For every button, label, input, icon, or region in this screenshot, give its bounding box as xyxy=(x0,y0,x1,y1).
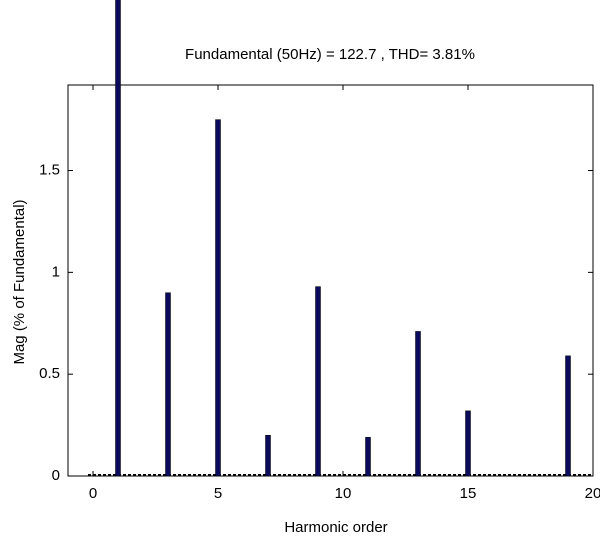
y-tick-label: 1.5 xyxy=(39,162,60,179)
bar xyxy=(365,437,371,477)
bar xyxy=(415,331,421,477)
bar xyxy=(315,286,321,477)
bar xyxy=(215,119,221,477)
chart-title: Fundamental (50Hz) = 122.7 , THD= 3.81% xyxy=(185,46,475,63)
bar xyxy=(565,355,571,477)
y-axis-label: Mag (% of Fundamental) xyxy=(11,199,28,364)
bar xyxy=(265,435,271,477)
y-tick-label: 0 xyxy=(52,467,60,484)
x-tick-label: 20 xyxy=(585,485,600,502)
x-axis-label: Harmonic order xyxy=(284,519,387,536)
bar xyxy=(165,292,171,477)
y-tick-label: 0.5 xyxy=(39,365,60,382)
x-tick-label: 5 xyxy=(214,485,222,502)
x-tick-label: 10 xyxy=(335,485,352,502)
x-tick-label: 0 xyxy=(89,485,97,502)
bar xyxy=(115,0,121,477)
bar xyxy=(465,410,471,477)
y-tick-label: 1 xyxy=(52,263,60,280)
x-tick-label: 15 xyxy=(460,485,477,502)
